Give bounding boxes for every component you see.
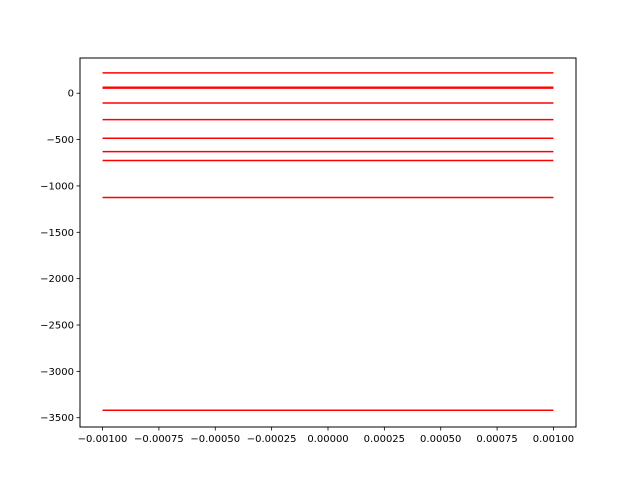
x-tick-label: −0.00025	[247, 434, 297, 445]
x-tick-label: 0.00050	[420, 434, 461, 445]
y-tick-label: 0	[68, 89, 74, 100]
series-layer	[102, 72, 554, 412]
x-tick-label: 0.00025	[364, 434, 405, 445]
y-tick-label: −2000	[40, 274, 74, 285]
x-tick-label: −0.00050	[190, 434, 240, 445]
y-tick-label: −3500	[40, 413, 74, 424]
x-axis: −0.00100 −0.00075 −0.00050 −0.00025 0.00000 0…	[78, 427, 574, 445]
y-tick-label: −500	[47, 135, 74, 146]
x-tick-label: 0.00000	[307, 434, 348, 445]
y-axis: 0 −500 −1000 −1500 −2000 −2500 −3000 −3500	[40, 89, 80, 424]
y-tick-label: −1000	[40, 181, 74, 192]
x-tick-label: −0.00075	[134, 434, 184, 445]
y-tick-label: −2500	[40, 321, 74, 332]
y-tick-label: −3000	[40, 367, 74, 378]
y-tick-label: −1500	[40, 228, 74, 239]
x-tick-label: −0.00100	[78, 434, 128, 445]
x-tick-label: 0.00100	[533, 434, 574, 445]
x-tick-label: 0.00075	[476, 434, 517, 445]
